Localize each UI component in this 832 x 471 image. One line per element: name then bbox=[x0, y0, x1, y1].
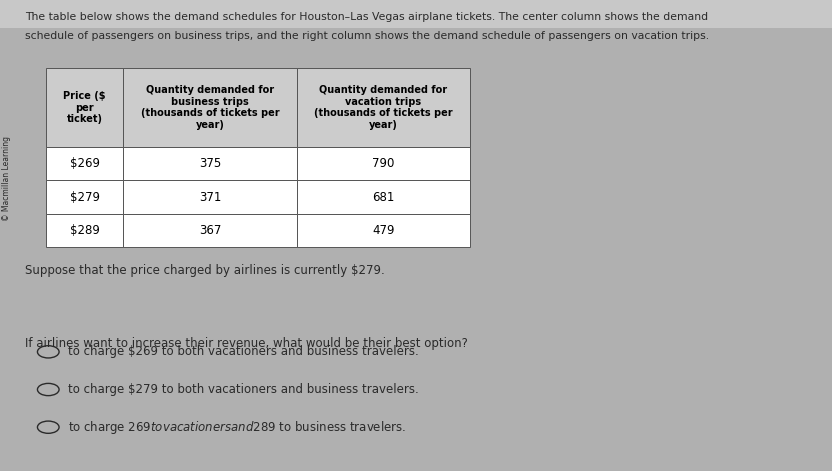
Bar bbox=[297, 147, 470, 180]
Text: 681: 681 bbox=[372, 191, 394, 203]
Text: 479: 479 bbox=[372, 224, 394, 237]
Text: to charge $269 to both vacationers and business travelers.: to charge $269 to both vacationers and b… bbox=[68, 345, 419, 358]
Text: 375: 375 bbox=[199, 157, 221, 170]
Text: to charge $279 to both vacationers and business travelers.: to charge $279 to both vacationers and b… bbox=[68, 383, 419, 396]
Bar bbox=[123, 147, 297, 180]
Bar bbox=[297, 180, 470, 214]
Text: The table below shows the demand schedules for Houston–Las Vegas airplane ticket: The table below shows the demand schedul… bbox=[25, 12, 708, 22]
Text: Suppose that the price charged by airlines is currently $279.: Suppose that the price charged by airlin… bbox=[25, 264, 384, 277]
Bar bbox=[123, 214, 297, 247]
Text: If airlines want to increase their revenue, what would be their best option?: If airlines want to increase their reven… bbox=[25, 337, 468, 350]
Bar bbox=[46, 147, 123, 180]
Text: © Macmillan Learning: © Macmillan Learning bbox=[2, 137, 11, 221]
Text: $279: $279 bbox=[70, 191, 100, 203]
Text: $269: $269 bbox=[70, 157, 100, 170]
Bar bbox=[46, 180, 123, 214]
Text: $289: $289 bbox=[70, 224, 100, 237]
Text: Quantity demanded for
vacation trips
(thousands of tickets per
year): Quantity demanded for vacation trips (th… bbox=[314, 85, 453, 130]
Text: schedule of passengers on business trips, and the right column shows the demand : schedule of passengers on business trips… bbox=[25, 31, 709, 41]
Text: 371: 371 bbox=[199, 191, 221, 203]
Bar bbox=[0, 0, 832, 28]
Text: Quantity demanded for
business trips
(thousands of tickets per
year): Quantity demanded for business trips (th… bbox=[141, 85, 280, 130]
Bar bbox=[297, 68, 470, 147]
Text: Price ($
per
ticket): Price ($ per ticket) bbox=[63, 91, 106, 124]
Text: to charge $269 to vacationers and $289 to business travelers.: to charge $269 to vacationers and $289 t… bbox=[68, 419, 406, 436]
Bar bbox=[123, 180, 297, 214]
Text: 367: 367 bbox=[199, 224, 221, 237]
Text: 790: 790 bbox=[372, 157, 394, 170]
Bar bbox=[46, 214, 123, 247]
Bar bbox=[46, 68, 123, 147]
Bar bbox=[297, 214, 470, 247]
Bar bbox=[123, 68, 297, 147]
